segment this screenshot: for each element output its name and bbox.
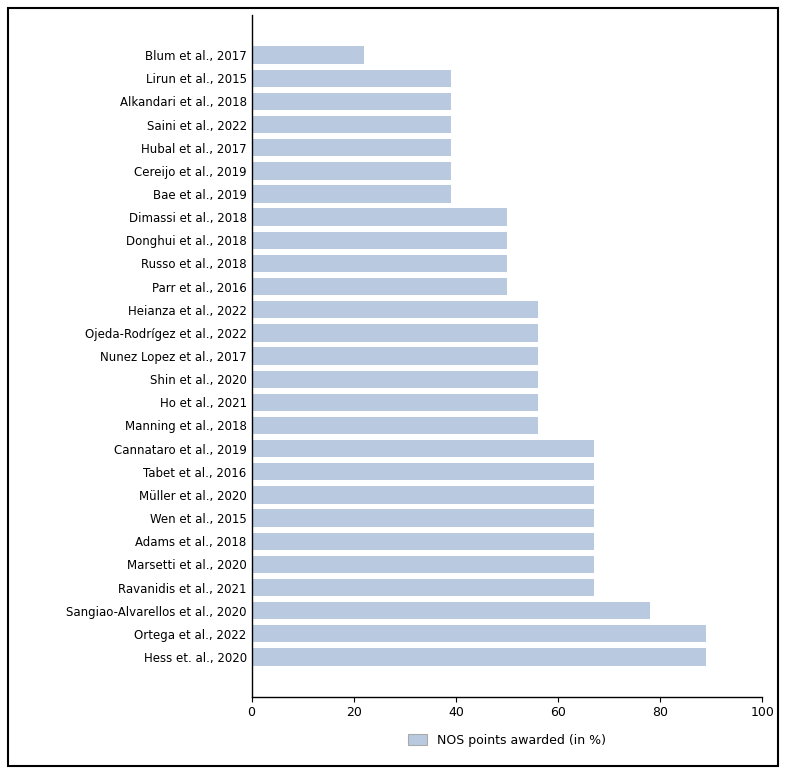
Bar xyxy=(252,163,451,180)
Bar xyxy=(252,556,594,573)
Bar xyxy=(252,324,538,341)
Bar xyxy=(252,185,451,203)
Bar xyxy=(252,301,538,318)
Bar xyxy=(252,116,451,133)
Bar xyxy=(252,371,538,388)
Bar xyxy=(252,463,594,481)
Bar xyxy=(252,348,538,365)
Bar xyxy=(252,93,451,110)
Bar xyxy=(252,208,507,226)
Bar xyxy=(252,139,451,156)
Bar xyxy=(252,440,594,457)
Legend: NOS points awarded (in %): NOS points awarded (in %) xyxy=(403,728,611,752)
Bar xyxy=(252,394,538,411)
Bar xyxy=(252,509,594,527)
Bar xyxy=(252,255,507,272)
Bar xyxy=(252,649,707,666)
Bar xyxy=(252,278,507,295)
Bar xyxy=(252,70,451,87)
Bar xyxy=(252,625,707,642)
Bar xyxy=(252,486,594,504)
Bar xyxy=(252,231,507,249)
Bar xyxy=(252,46,364,63)
Bar xyxy=(252,533,594,550)
Bar xyxy=(252,602,650,619)
Bar xyxy=(252,417,538,434)
Bar xyxy=(252,579,594,596)
